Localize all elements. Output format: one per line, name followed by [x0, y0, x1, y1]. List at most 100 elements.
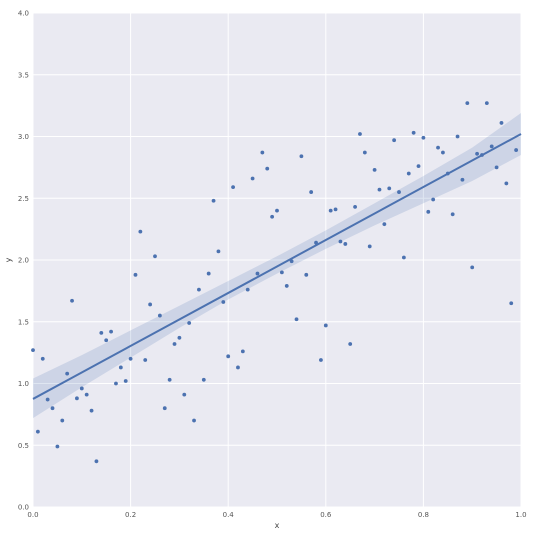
data-point-33 — [192, 418, 196, 423]
data-point-54 — [294, 317, 299, 322]
data-point-80 — [421, 135, 426, 140]
data-point-27 — [162, 406, 167, 411]
data-point-28 — [167, 377, 172, 382]
data-point-99 — [514, 148, 519, 152]
y-tick-label-0: 0.0 — [18, 504, 29, 512]
data-point-71 — [377, 187, 382, 192]
data-point-12 — [89, 408, 94, 413]
data-point-37 — [211, 198, 216, 203]
data-point-52 — [284, 284, 289, 288]
data-point-34 — [197, 287, 201, 292]
data-point-46 — [255, 271, 260, 276]
data-point-14 — [99, 330, 104, 335]
data-point-51 — [279, 270, 284, 275]
data-point-65 — [348, 342, 353, 346]
data-point-29 — [172, 342, 177, 346]
data-point-1 — [35, 429, 40, 434]
data-point-59 — [319, 358, 323, 362]
regression-line — [32, 133, 522, 400]
data-point-91 — [475, 151, 479, 156]
data-point-66 — [353, 204, 357, 209]
y-axis-ticks: 0.0 0.5 1.0 1.5 2.0 2.5 3.0 3.5 4.0 — [18, 10, 29, 512]
data-point-25 — [153, 254, 157, 259]
data-point-6 — [60, 418, 65, 423]
data-point-24 — [148, 302, 153, 307]
x-axis-ticks: 0.0 0.2 0.4 0.6 0.8 1.0 — [27, 511, 526, 519]
data-point-36 — [206, 271, 211, 276]
y-tick-label-8: 4.0 — [18, 10, 29, 18]
y-tick-label-3: 1.5 — [18, 318, 29, 326]
data-point-47 — [260, 150, 265, 155]
data-point-61 — [328, 208, 333, 213]
data-point-50 — [275, 208, 279, 213]
data-point-63 — [338, 239, 343, 244]
data-point-26 — [157, 313, 162, 318]
data-point-9 — [75, 396, 79, 401]
data-point-81 — [426, 209, 431, 214]
data-point-23 — [143, 358, 148, 362]
data-point-97 — [504, 181, 509, 186]
y-tick-label-6: 3.0 — [18, 133, 29, 141]
data-point-18 — [118, 365, 123, 370]
x-tick-label-3: 0.6 — [320, 511, 332, 519]
data-point-62 — [333, 207, 338, 212]
data-point-67 — [358, 132, 362, 136]
data-point-64 — [343, 242, 348, 246]
data-point-74 — [392, 138, 397, 143]
data-point-31 — [182, 392, 187, 397]
data-point-8 — [70, 298, 74, 303]
x-tick-label-0: 0.0 — [27, 511, 38, 519]
data-point-3 — [45, 397, 50, 402]
data-point-45 — [250, 176, 255, 181]
data-point-4 — [50, 406, 55, 411]
data-point-13 — [94, 459, 99, 464]
y-tick-label-5: 2.5 — [18, 195, 29, 203]
data-point-96 — [499, 121, 504, 125]
data-point-93 — [484, 101, 489, 106]
data-point-5 — [55, 444, 60, 449]
data-point-86 — [450, 212, 455, 217]
data-point-90 — [470, 265, 475, 270]
data-point-76 — [401, 255, 406, 260]
data-point-48 — [265, 166, 270, 171]
data-point-53 — [289, 259, 294, 264]
data-point-82 — [431, 197, 436, 202]
data-point-79 — [416, 164, 421, 169]
data-points — [31, 101, 519, 464]
data-point-10 — [79, 386, 84, 391]
data-point-38 — [216, 249, 221, 254]
data-point-30 — [177, 335, 182, 340]
data-point-49 — [270, 214, 275, 219]
data-point-69 — [367, 244, 372, 249]
x-tick-label-4: 0.8 — [418, 511, 429, 519]
data-point-41 — [231, 185, 235, 190]
data-point-88 — [460, 177, 465, 182]
data-point-94 — [489, 144, 494, 149]
data-point-70 — [372, 167, 377, 172]
x-tick-label-2: 0.4 — [223, 511, 235, 519]
data-point-21 — [133, 272, 138, 277]
data-point-39 — [221, 300, 226, 304]
data-point-84 — [441, 150, 445, 155]
y-axis-label: y — [4, 257, 13, 262]
data-point-57 — [309, 190, 314, 194]
data-point-72 — [382, 222, 387, 227]
data-point-73 — [387, 186, 392, 191]
data-point-60 — [323, 323, 328, 328]
x-axis-label: x — [275, 521, 280, 530]
data-point-83 — [436, 145, 440, 150]
data-point-78 — [411, 130, 416, 135]
data-point-11 — [84, 392, 89, 397]
data-point-22 — [138, 229, 143, 234]
data-point-55 — [299, 154, 304, 159]
data-point-15 — [104, 338, 109, 343]
data-point-17 — [114, 381, 118, 386]
data-point-44 — [245, 287, 250, 292]
data-point-2 — [40, 356, 45, 361]
data-point-20 — [128, 356, 133, 361]
y-tick-label-4: 2.0 — [18, 257, 29, 265]
data-point-7 — [65, 371, 70, 376]
data-point-42 — [236, 365, 240, 370]
data-point-35 — [201, 377, 206, 382]
